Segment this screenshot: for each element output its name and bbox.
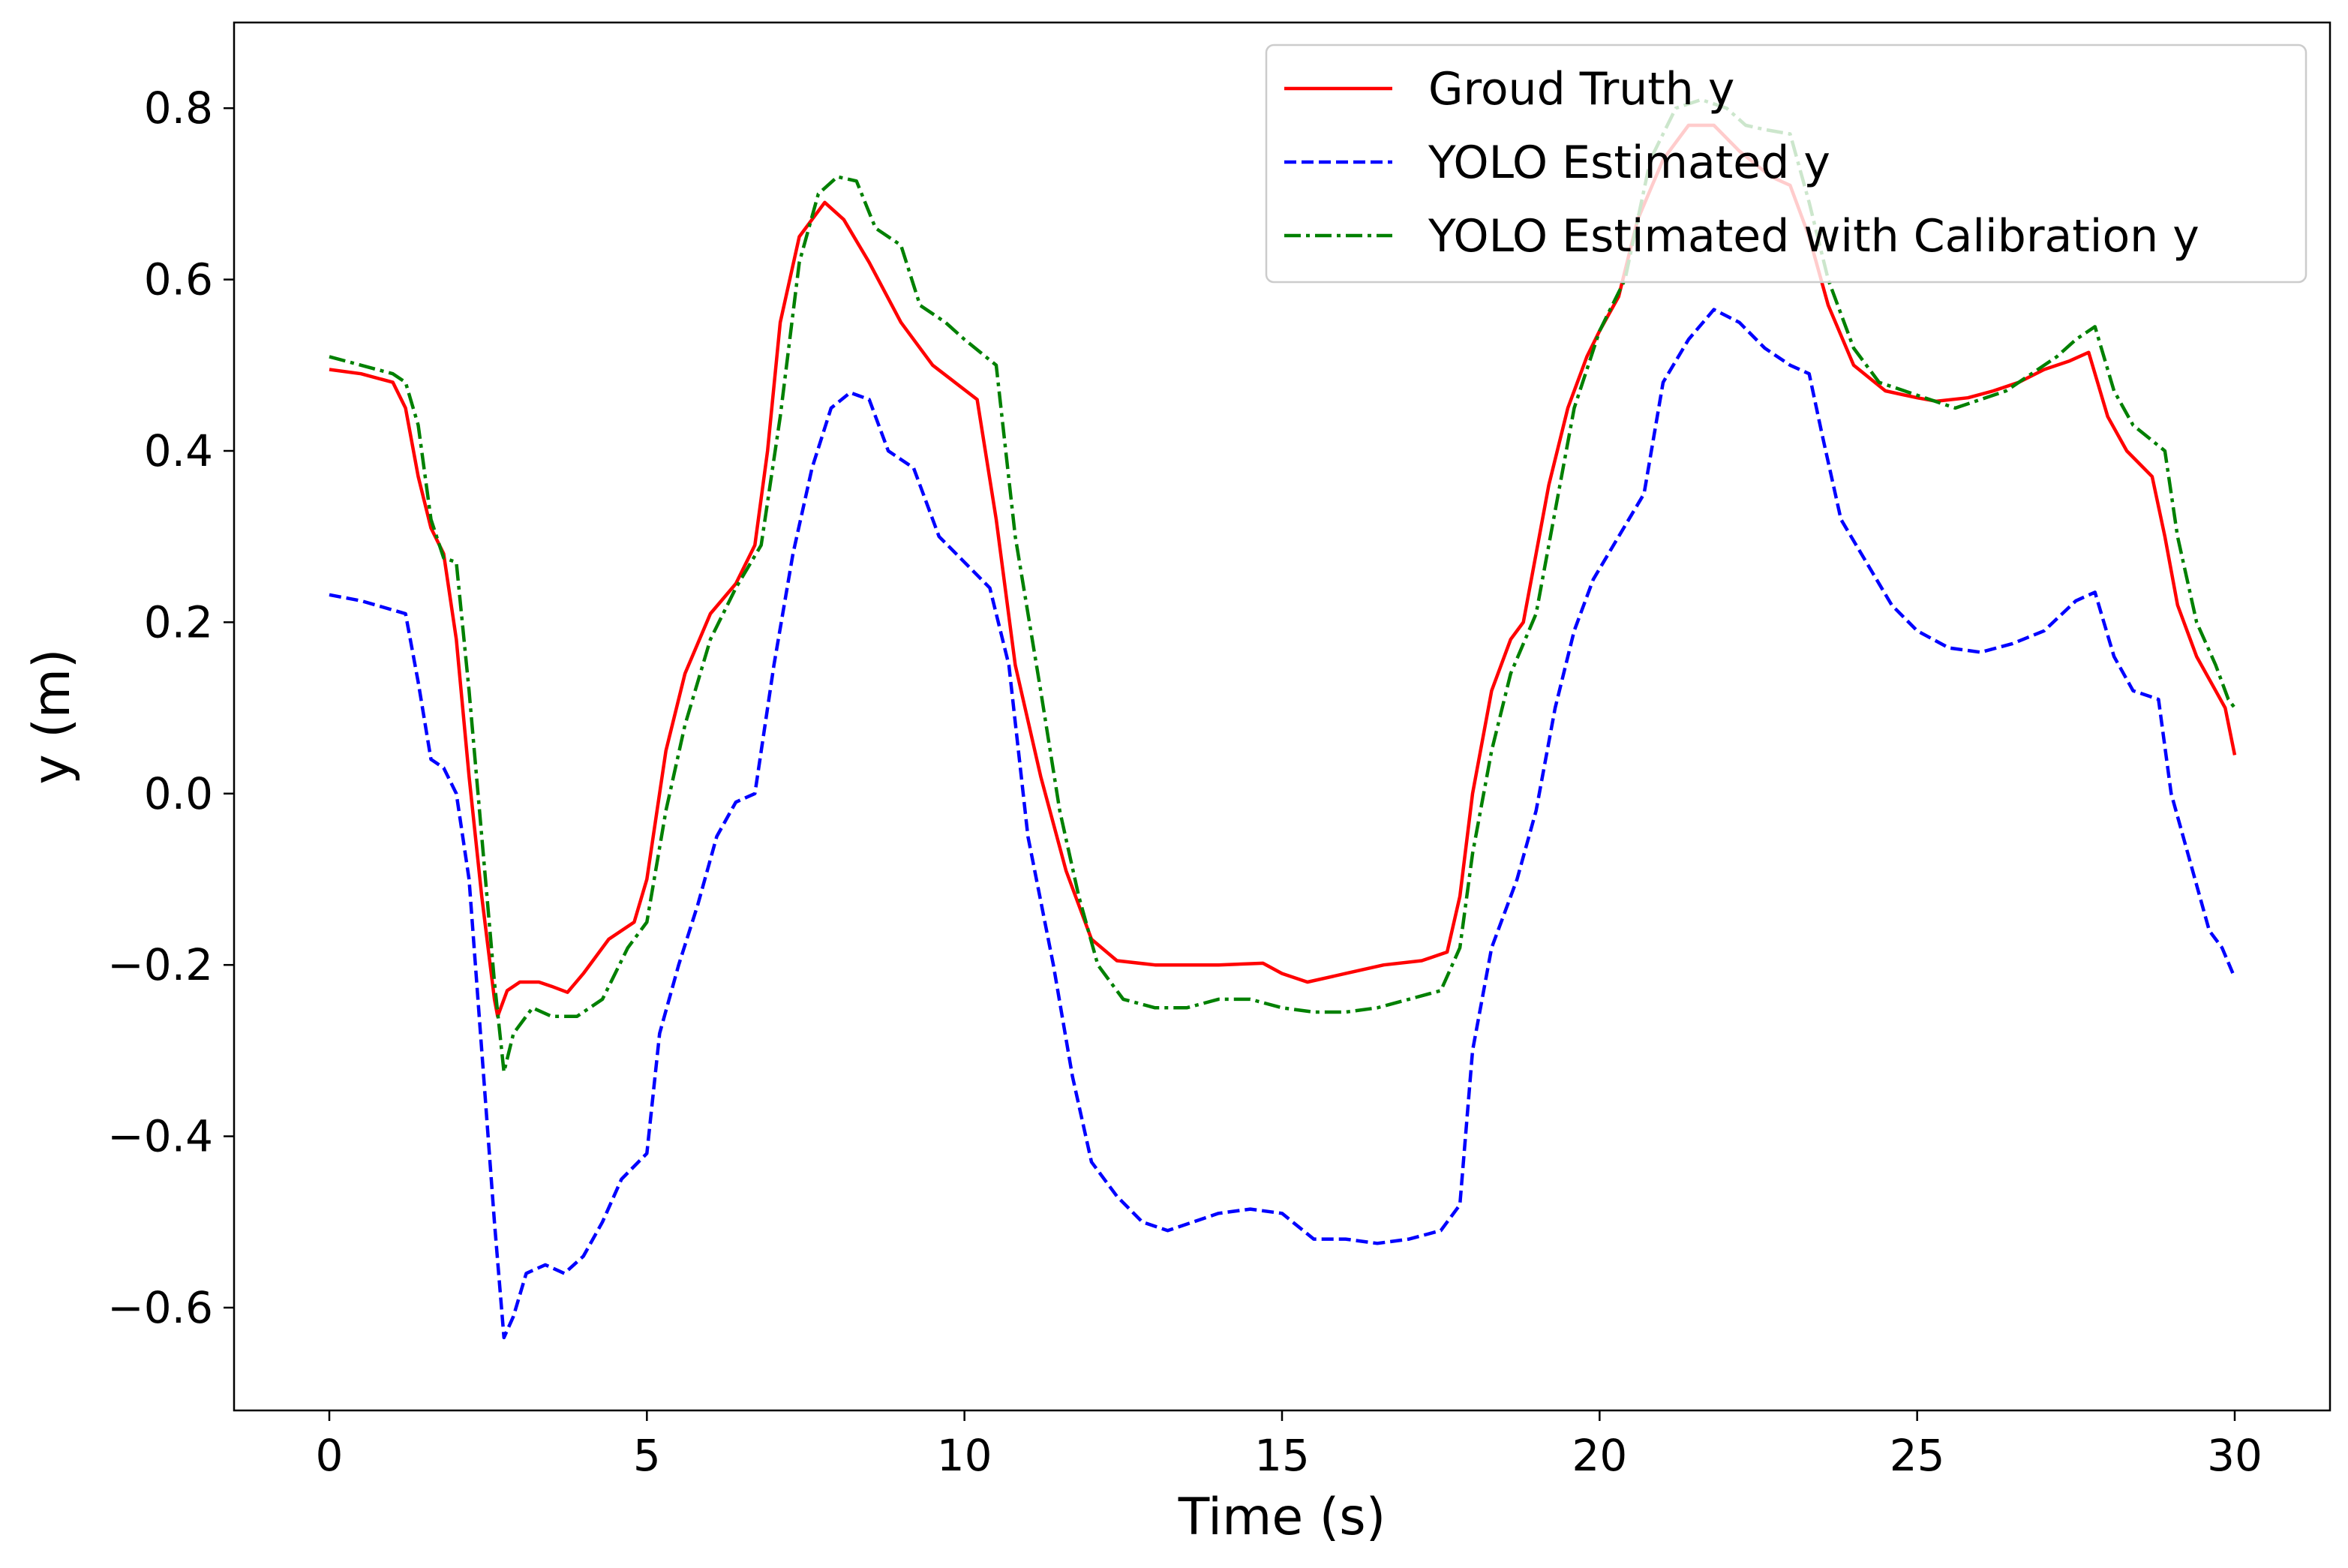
x-axis: 0 5 10 15 20 25 30	[316, 1410, 2262, 1481]
series-line-1	[329, 123, 2237, 1018]
legend-label-1: Groud Truth y	[1428, 63, 1734, 116]
x-tick-label: 5	[633, 1430, 661, 1481]
series-layer	[329, 98, 2237, 1340]
y-axis: −0.6 −0.4 −0.2 0.0 0.2 0.4 0.6 0.8	[107, 83, 234, 1333]
series-line-2	[329, 308, 2237, 1340]
legend: Groud Truth y YOLO Estimated y YOLO Estima…	[1265, 44, 2307, 284]
x-tick-label: 25	[1890, 1430, 1945, 1481]
x-tick-label: 20	[1572, 1430, 1627, 1481]
series-line-3	[329, 98, 2236, 1074]
x-tick-label: 0	[316, 1430, 344, 1481]
x-tick-label: 10	[937, 1430, 992, 1481]
y-tick-label: −0.4	[107, 1111, 213, 1162]
x-axis-label: Time (s)	[1178, 1488, 1386, 1547]
legend-box	[1265, 44, 2307, 284]
y-tick-label: 0.8	[144, 83, 213, 134]
x-tick-label: 15	[1254, 1430, 1310, 1481]
y-tick-label: 0.4	[144, 425, 213, 476]
y-tick-label: 0.2	[144, 596, 213, 647]
y-tick-label: −0.6	[107, 1282, 213, 1333]
y-tick-label: −0.2	[107, 939, 213, 990]
legend-label-3: YOLO Estimated with Calibration y	[1428, 210, 2199, 263]
y-tick-label: 0.6	[144, 254, 213, 305]
x-tick-label: 30	[2207, 1430, 2262, 1481]
y-axis-label: y (m)	[23, 648, 82, 784]
legend-label-2: YOLO Estimated y	[1428, 137, 1830, 189]
y-tick-label: 0.0	[144, 768, 213, 819]
